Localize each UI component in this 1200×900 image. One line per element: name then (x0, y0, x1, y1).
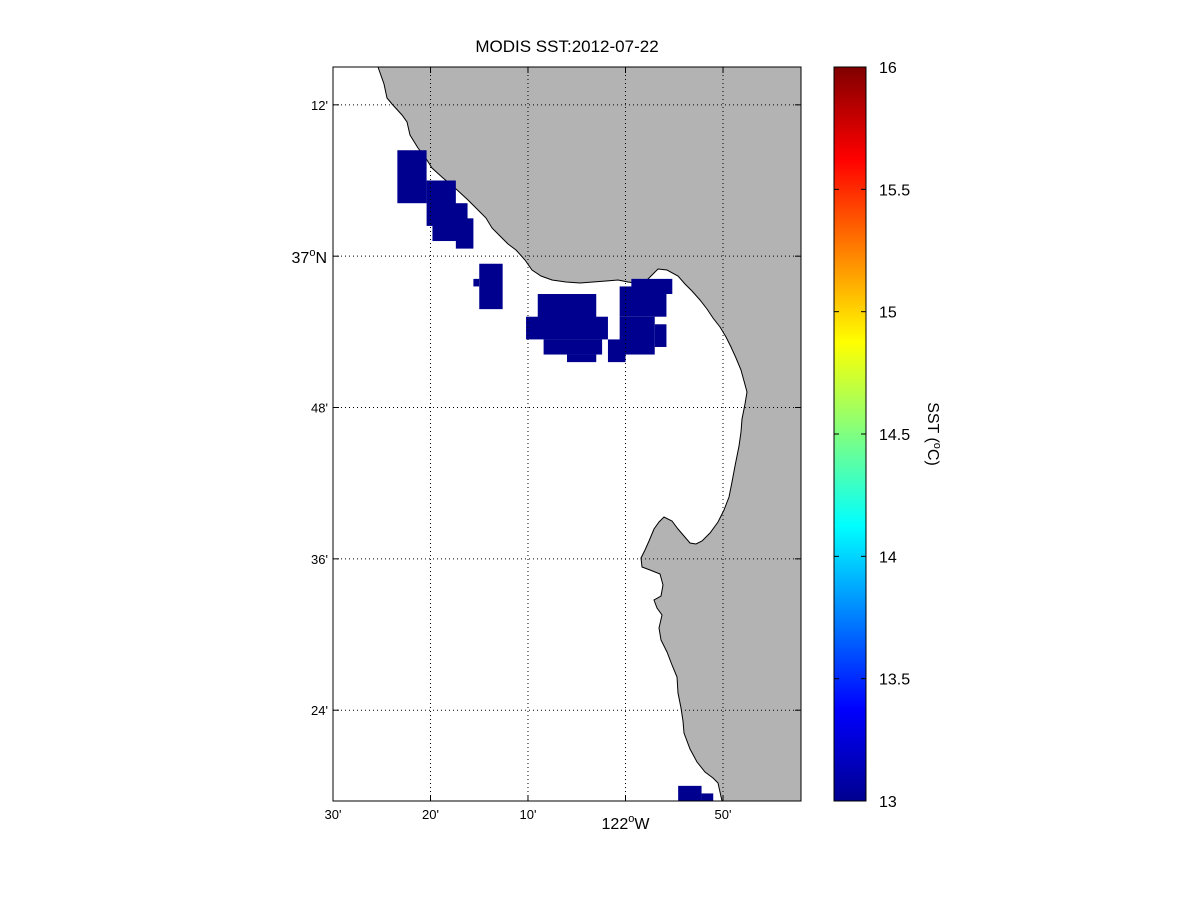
sst-data-cells (397, 150, 714, 801)
x-tick-label: 30' (325, 807, 342, 822)
x-axis-ticks: 30' 20' 10' 122oW 50' (325, 67, 732, 833)
y-tick-label: 36' (311, 552, 328, 567)
degree-symbol: o (309, 247, 315, 259)
colorbar-ticks: 13 13.5 14 14.5 15 15.5 16 (834, 60, 910, 811)
sst-cell (473, 278, 480, 287)
x-major-hemisphere: W (634, 816, 650, 833)
sst-cell (701, 793, 714, 801)
sst-cell (567, 354, 597, 363)
x-tick-label: 20' (422, 807, 439, 822)
land-mass (377, 67, 801, 801)
degree-symbol: o (931, 443, 943, 449)
x-tick-label: 50' (715, 807, 732, 822)
degree-symbol: o (628, 813, 634, 825)
sst-cell (479, 263, 503, 310)
y-tick-label: 48' (311, 401, 328, 416)
map-frame (332, 66, 802, 802)
colorbar-tick-label: 15.5 (879, 182, 910, 199)
colorbar-gradient (833, 66, 867, 802)
colorbar-tick-label: 14 (879, 549, 897, 566)
sst-cell (543, 339, 603, 355)
y-tick-label: 24' (311, 703, 328, 718)
y-major-tick-label: 37oN (292, 247, 327, 267)
colorbar-label-text: SST ( (924, 402, 941, 443)
colorbar: 13 13.5 14 14.5 15 15.5 16 SST (oC) (833, 60, 943, 811)
y-major-value: 37 (292, 250, 310, 267)
sst-cell (678, 785, 702, 801)
colorbar-label: SST (oC) (924, 402, 943, 466)
sst-cell (631, 278, 673, 295)
x-major-tick-label: 122oW (602, 813, 651, 833)
colorbar-tick-label: 16 (879, 60, 897, 77)
chart-title: MODIS SST:2012-07-22 (475, 37, 658, 56)
sst-cell (526, 316, 608, 340)
sst-cell (654, 324, 667, 347)
sst-cell (607, 339, 626, 363)
colorbar-tick-label: 13 (879, 794, 897, 811)
colorbar-label-unit: C) (924, 449, 941, 466)
y-axis-ticks: 12' 37oN 48' 36' 24' (292, 98, 801, 718)
x-major-value: 122 (602, 816, 629, 833)
colorbar-tick-label: 13.5 (879, 672, 910, 689)
sst-cell (397, 150, 427, 204)
sst-cell (455, 218, 474, 249)
colorbar-tick-label: 15 (879, 305, 897, 322)
y-tick-label: 12' (311, 98, 328, 113)
colorbar-tick-label: 14.5 (879, 427, 910, 444)
y-major-hemisphere: N (315, 250, 327, 267)
x-tick-label: 10' (520, 807, 537, 822)
